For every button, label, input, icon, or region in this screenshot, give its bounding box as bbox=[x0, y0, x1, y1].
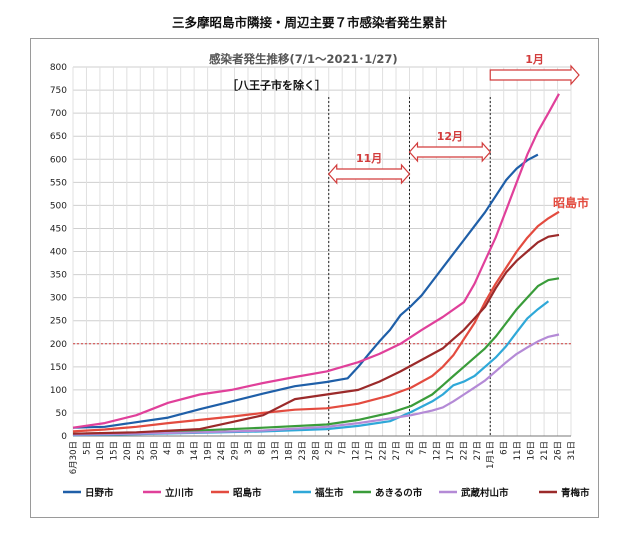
x-tick-label: 23日 bbox=[298, 441, 308, 460]
x-tick-label: 8日 bbox=[257, 441, 267, 455]
x-tick-label: 27日 bbox=[473, 441, 483, 460]
y-tick-label: 450 bbox=[50, 224, 67, 234]
arrow-shape bbox=[408, 141, 492, 163]
x-tick-label: 3日 bbox=[244, 441, 254, 455]
reference-lines bbox=[73, 97, 571, 436]
legend-item: 立川市 bbox=[143, 487, 194, 499]
series-line-青梅市 bbox=[72, 233, 560, 435]
legend: 日野市 立川市 昭島市 福生市 あきるの市 武蔵村山市 青梅市 bbox=[63, 487, 590, 499]
x-tick-label: 11日 bbox=[513, 441, 523, 460]
x-tick-label: 7日 bbox=[338, 441, 348, 455]
x-tick-label: 31日 bbox=[567, 441, 577, 460]
legend-item: 福生市 bbox=[293, 487, 344, 499]
legend-label: 武蔵村山市 bbox=[461, 487, 509, 499]
legend-label: あきるの市 bbox=[375, 487, 423, 499]
arrow-shape bbox=[489, 64, 580, 86]
x-tick-label: 14日 bbox=[190, 441, 200, 460]
legend-item: あきるの市 bbox=[353, 487, 423, 499]
period-arrow-11月: 11月 bbox=[327, 152, 411, 185]
x-tick-label: 21日 bbox=[540, 441, 550, 460]
period-label: 11月 bbox=[356, 152, 382, 165]
x-tick-label: 13日 bbox=[271, 441, 281, 460]
period-label: 12月 bbox=[437, 130, 463, 143]
x-tick-label: 29日 bbox=[231, 441, 241, 460]
axis-ticks: 0 50 100 150 200 250 300 350 400 450 500 550 600 650 7… bbox=[50, 63, 577, 474]
x-tick-label: 7日 bbox=[419, 441, 429, 455]
x-tick-label: 28日 bbox=[311, 441, 321, 460]
x-tick-label: 17日 bbox=[446, 441, 456, 460]
legend-label: 日野市 bbox=[85, 487, 114, 499]
series-line-昭島市 bbox=[72, 210, 560, 433]
y-tick-label: 700 bbox=[50, 109, 67, 119]
page-title: 三多摩昭島市隣接・周辺主要７市感染者発生累計 bbox=[171, 15, 447, 30]
x-tick-label: 25日 bbox=[136, 441, 146, 460]
legend-item: 日野市 bbox=[63, 487, 114, 499]
period-arrow-1月: 1月 bbox=[489, 53, 580, 86]
x-tick-label: 24日 bbox=[217, 441, 227, 460]
y-tick-label: 200 bbox=[50, 340, 67, 350]
x-tick-label: 15日 bbox=[109, 441, 119, 460]
grid-lines bbox=[72, 66, 572, 437]
y-tick-label: 600 bbox=[50, 155, 67, 165]
x-tick-label: 19日 bbox=[204, 441, 214, 460]
x-tick-label: 5日 bbox=[82, 441, 92, 455]
x-tick-label: 30日 bbox=[150, 441, 160, 460]
y-tick-label: 0 bbox=[61, 432, 67, 442]
legend-item: 武蔵村山市 bbox=[439, 487, 509, 499]
y-tick-label: 350 bbox=[50, 271, 67, 281]
chart-title: 感染者発生推移(7/1～2021･1/27) bbox=[209, 52, 398, 66]
x-tick-label: 6月30日 bbox=[69, 441, 79, 474]
chart-frame: 0 50 100 150 200 250 300 350 400 450 500 550 600 650 7… bbox=[30, 38, 599, 518]
x-tick-label: 2日 bbox=[405, 441, 415, 455]
x-tick-label: 9日 bbox=[177, 441, 187, 455]
x-tick-label: 17日 bbox=[365, 441, 375, 460]
y-tick-label: 100 bbox=[50, 386, 67, 396]
x-tick-label: 16日 bbox=[527, 441, 537, 460]
legend-label: 昭島市 bbox=[233, 487, 262, 499]
series-line-日野市 bbox=[72, 153, 539, 429]
series-line-あきるの市 bbox=[72, 277, 560, 435]
period-arrow-12月: 12月 bbox=[408, 130, 492, 163]
x-tick-label: 12日 bbox=[352, 441, 362, 460]
x-tick-label: 10日 bbox=[96, 441, 106, 460]
legend-item: 昭島市 bbox=[211, 487, 262, 499]
x-tick-label: 18日 bbox=[284, 441, 294, 460]
series-line-福生市 bbox=[72, 300, 550, 437]
period-label: 1月 bbox=[525, 53, 544, 66]
x-tick-label: 4日 bbox=[163, 441, 173, 455]
y-tick-label: 150 bbox=[50, 363, 67, 373]
y-tick-label: 550 bbox=[50, 178, 67, 188]
series-lines bbox=[72, 93, 560, 437]
period-arrows: 11月 12月 1月 bbox=[327, 53, 580, 185]
arrow-shape bbox=[327, 163, 411, 185]
x-tick-label: 22日 bbox=[459, 441, 469, 460]
x-tick-label: 22日 bbox=[379, 441, 389, 460]
legend-item: 青梅市 bbox=[539, 487, 590, 499]
legend-label: 福生市 bbox=[314, 487, 344, 499]
x-tick-label: 27日 bbox=[392, 441, 402, 460]
chart-subtitle: ［八王子市を除く］ bbox=[227, 78, 326, 92]
series-line-武蔵村山市 bbox=[72, 333, 560, 436]
x-tick-label: 12日 bbox=[432, 441, 442, 460]
series-line-立川市 bbox=[72, 93, 560, 429]
legend-label: 立川市 bbox=[165, 487, 194, 499]
line-chart: 0 50 100 150 200 250 300 350 400 450 500 550 600 650 7… bbox=[50, 52, 590, 499]
y-tick-label: 250 bbox=[50, 317, 67, 327]
legend-label: 青梅市 bbox=[561, 487, 590, 499]
x-tick-label: 2日 bbox=[325, 441, 335, 455]
y-tick-label: 650 bbox=[50, 132, 67, 142]
x-tick-label: 20日 bbox=[123, 441, 133, 460]
y-tick-label: 400 bbox=[50, 248, 67, 258]
y-tick-label: 750 bbox=[50, 86, 67, 96]
annotation-akishima: 昭島市 bbox=[553, 195, 589, 210]
y-tick-label: 500 bbox=[50, 201, 67, 211]
y-tick-label: 800 bbox=[50, 63, 67, 73]
y-tick-label: 300 bbox=[50, 294, 67, 304]
x-tick-label: 6日 bbox=[500, 441, 510, 455]
x-tick-label: 1月1日 bbox=[486, 441, 496, 469]
y-tick-label: 50 bbox=[56, 409, 68, 419]
x-tick-label: 26日 bbox=[554, 441, 564, 460]
